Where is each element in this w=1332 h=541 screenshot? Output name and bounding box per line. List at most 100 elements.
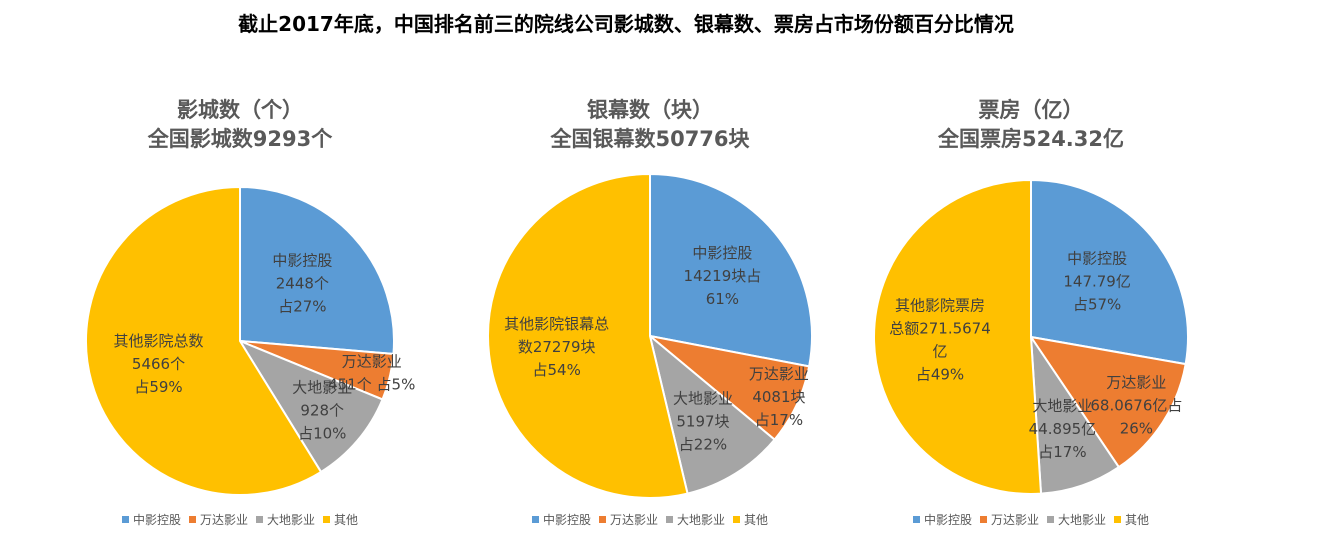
legend-item-wanda: 万达影业 [188, 511, 248, 528]
legend-item-dadi: 大地影业 [1047, 511, 1106, 528]
slice-label-line: 44.895亿 [1029, 420, 1097, 438]
legend-label: 大地影业 [267, 513, 316, 527]
legend-label: 中影控股 [542, 513, 591, 527]
slice-label-line: 68.0676亿占 [1090, 396, 1182, 414]
pie-slice-other [487, 172, 689, 499]
slice-label-line: 占57% [1073, 295, 1121, 313]
slice-label-line: 147.79亿 [1063, 272, 1131, 290]
legend-swatch [1047, 516, 1054, 523]
slice-label-dadi: 大地影业 928个占10% [292, 379, 352, 443]
legend-label: 其他 [1125, 513, 1150, 527]
chart-title: 银幕数（块） 全国银幕数50776块 [490, 96, 810, 154]
pie-slice-other [85, 185, 323, 496]
legend-swatch [733, 516, 741, 523]
slice-label-line: 4081块 [752, 388, 805, 406]
legend: 中影控股 万达影业 大地影业 其他 [80, 511, 400, 528]
slice-label-line: 5197块 [676, 412, 729, 430]
slice-label-other: 其他影院银幕总数27279块占54% [504, 315, 609, 379]
slice-label-wanda: 万达影业 451个 占5% [328, 352, 415, 393]
legend-label: 大地影业 [1058, 513, 1107, 527]
slice-label-line: 大地影业 [292, 379, 352, 397]
legend-label: 其他 [744, 513, 769, 527]
legend: 中影控股 万达影业 大地影业 其他 [490, 511, 810, 528]
chart-title: 影城数（个） 全国影城数9293个 [80, 96, 400, 154]
legend-swatch [256, 516, 263, 523]
legend-item-other: 其他 [733, 511, 768, 528]
pie-svg: 中影控股 147.79亿占57% 万达影业 68.0676亿占 26% 大地影业 44.89… [872, 178, 1189, 495]
slice-label-line: 总额271.5674 [889, 319, 991, 337]
legend-item-other: 其他 [323, 511, 358, 528]
slice-label-line: 14219块占 [684, 267, 762, 285]
legend-item-dadi: 大地影业 [256, 511, 315, 528]
slice-label-line: 其他影院票房 [895, 296, 985, 314]
slice-label-line: 2448个 [276, 275, 329, 293]
slice-label-line: 5466个 [132, 355, 185, 373]
legend-label: 万达影业 [199, 513, 248, 527]
slice-label-zhongying: 中影控股 2448个占27% [272, 252, 332, 316]
legend-label: 中影控股 [132, 513, 181, 527]
slice-label-line: 万达影业 [342, 352, 402, 370]
slice-label-line: 万达影业 [749, 365, 809, 383]
legend-swatch [979, 516, 987, 523]
legend-item-zhongying: 中影控股 [121, 511, 181, 528]
legend-item-other: 其他 [1114, 511, 1149, 528]
pie-slice-zhongying [239, 185, 395, 356]
slice-label-line: 大地影业 [1032, 397, 1092, 415]
pie-chart-screens: 银幕数（块） 全国银幕数50776块 中影控股 14219块占 61% 万达影业 408… [487, 96, 813, 536]
chart-title-line-1: 影城数（个） [177, 98, 303, 122]
slice-label-line: 数27279块 [518, 338, 596, 356]
pie-svg: 中影控股 14219块占 61% 万达影业 4081块占17% 大地影业 5197块占22%… [487, 172, 813, 499]
slice-label-line: 61% [706, 290, 739, 308]
slice-label-line: 万达影业 [1106, 373, 1166, 391]
slice-label-wanda: 万达影业 68.0676亿占 26% [1090, 373, 1182, 437]
slice-label-line: 亿 [932, 342, 947, 360]
pie-slice-other [872, 178, 1043, 495]
slice-label-line: 占17% [755, 411, 803, 429]
legend-label: 中影控股 [923, 513, 972, 527]
legend-swatch [188, 516, 196, 523]
legend-item-zhongying: 中影控股 [912, 511, 972, 528]
pie-chart-box-office: 票房（亿） 全国票房524.32亿 中影控股 147.79亿占57% 万达影业 68.… [872, 96, 1189, 536]
slice-label-dadi: 大地影业 5197块占22% [673, 389, 733, 453]
legend-item-zhongying: 中影控股 [531, 511, 591, 528]
slice-label-line: 中影控股 [692, 244, 752, 262]
chart-title-line-2: 全国影城数9293个 [147, 127, 333, 151]
legend-label: 大地影业 [677, 513, 726, 527]
slice-label-line: 大地影业 [673, 389, 733, 407]
chart-title-line-2: 全国票房524.32亿 [937, 127, 1125, 151]
legend-swatch [531, 516, 539, 523]
slice-label-other: 其他影院票房总额271.5674 亿占49% [889, 296, 991, 383]
legend: 中影控股 万达影业 大地影业 其他 [881, 511, 1181, 528]
slice-label-line: 占59% [134, 378, 182, 396]
pie-slice-zhongying [1030, 178, 1189, 366]
legend-label: 其他 [334, 513, 359, 527]
legend-swatch [323, 516, 331, 523]
chart-title-line-1: 票房（亿） [978, 98, 1084, 122]
pie-slice-dadi [237, 338, 384, 474]
legend-swatch [912, 516, 920, 523]
pie-slice-dadi [648, 333, 776, 495]
slice-label-line: 451个 占5% [328, 375, 415, 393]
slice-label-line: 占49% [916, 365, 964, 383]
slice-label-line: 占27% [278, 298, 326, 316]
slice-label-wanda: 万达影业 4081块占17% [749, 365, 809, 429]
slice-label-line: 占10% [298, 425, 346, 443]
legend-item-wanda: 万达影业 [598, 511, 658, 528]
slice-label-zhongying: 中影控股 14219块占 61% [684, 244, 762, 308]
legend-swatch [598, 516, 606, 523]
slice-label-line: 中影控股 [272, 252, 332, 270]
slice-label-line: 928个 [300, 402, 344, 420]
slice-label-dadi: 大地影业 44.895亿占17% [1029, 397, 1097, 461]
chart-title-line-2: 全国银幕数50776块 [550, 127, 750, 151]
pie-svg: 中影控股 2448个占27% 万达影业 451个 占5%大地影业 928个占10% 其他影… [85, 185, 415, 496]
legend-swatch [121, 516, 129, 523]
slice-label-line: 占17% [1038, 443, 1086, 461]
legend-swatch [666, 516, 673, 523]
slice-label-line: 中影控股 [1067, 249, 1127, 267]
pie-slice-zhongying [649, 172, 813, 368]
legend-label: 万达影业 [609, 513, 658, 527]
pie-slice-wanda [1028, 335, 1187, 469]
legend-label: 万达影业 [990, 513, 1039, 527]
slice-label-line: 占54% [533, 361, 581, 379]
chart-title: 票房（亿） 全国票房524.32亿 [881, 96, 1181, 154]
